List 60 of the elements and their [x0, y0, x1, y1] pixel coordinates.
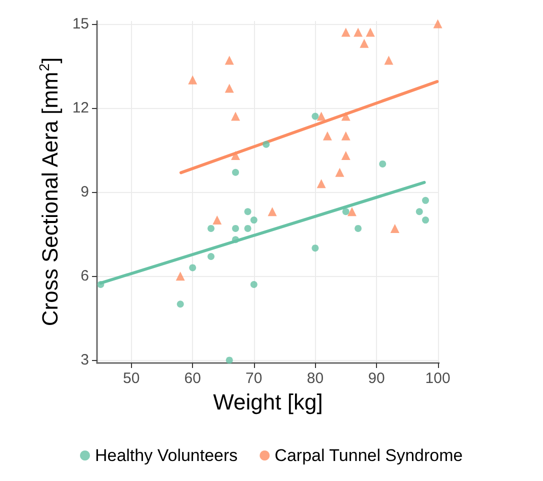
- y-tick-label: 15: [72, 15, 89, 32]
- x-axis-title: Weight [kg]: [213, 390, 323, 414]
- y-tick-label: 3: [80, 352, 89, 369]
- point: [384, 56, 394, 65]
- point: [232, 224, 240, 232]
- x-tick-label: 60: [184, 370, 201, 387]
- point: [354, 28, 363, 37]
- x-tick-label: 100: [425, 370, 450, 387]
- point: [232, 168, 240, 176]
- point: [224, 84, 234, 93]
- point: [341, 112, 350, 121]
- point: [208, 252, 214, 260]
- point: [347, 207, 356, 216]
- x-tick-label: 50: [122, 370, 140, 387]
- point: [189, 264, 196, 272]
- point: [262, 140, 270, 148]
- point: [176, 272, 185, 281]
- point: [231, 151, 240, 160]
- point: [422, 216, 430, 224]
- point: [322, 131, 332, 140]
- point: [224, 56, 234, 65]
- point: [379, 160, 386, 168]
- point: [232, 236, 240, 244]
- x-tick-label: 70: [246, 370, 262, 387]
- point: [354, 224, 362, 232]
- point: [316, 112, 326, 121]
- point: [360, 38, 369, 48]
- point: [316, 179, 326, 188]
- point: [268, 207, 277, 216]
- point: [342, 208, 350, 216]
- point: [212, 216, 222, 225]
- point: [226, 356, 233, 364]
- point: [244, 224, 252, 232]
- point: [97, 281, 104, 288]
- point: [433, 19, 442, 28]
- point: [312, 112, 319, 120]
- point: [335, 168, 344, 177]
- y-tick-label: 9: [80, 184, 89, 200]
- point: [176, 300, 184, 308]
- y-tick-label: 12: [72, 99, 89, 116]
- y-tick-label: 6: [80, 268, 89, 285]
- point: [250, 281, 258, 288]
- point: [244, 208, 252, 216]
- x-tick-label: 90: [368, 370, 385, 387]
- point: [422, 196, 430, 204]
- point: [250, 216, 258, 224]
- point: [416, 208, 423, 216]
- point: [341, 151, 350, 160]
- point: [312, 244, 319, 252]
- point: [231, 112, 240, 121]
- point: [390, 224, 400, 233]
- point: [341, 131, 350, 140]
- point: [341, 28, 350, 37]
- y-axis-title: Cross Sectional Aera [mm2]: [36, 57, 62, 326]
- point: [188, 75, 198, 84]
- point: [208, 224, 214, 232]
- point: [366, 28, 375, 37]
- legend-label: Healthy Volunteers: [94, 446, 238, 465]
- legend-label: Carpal Tunnel Syndrome: [274, 446, 463, 465]
- x-tick-label: 80: [306, 370, 324, 387]
